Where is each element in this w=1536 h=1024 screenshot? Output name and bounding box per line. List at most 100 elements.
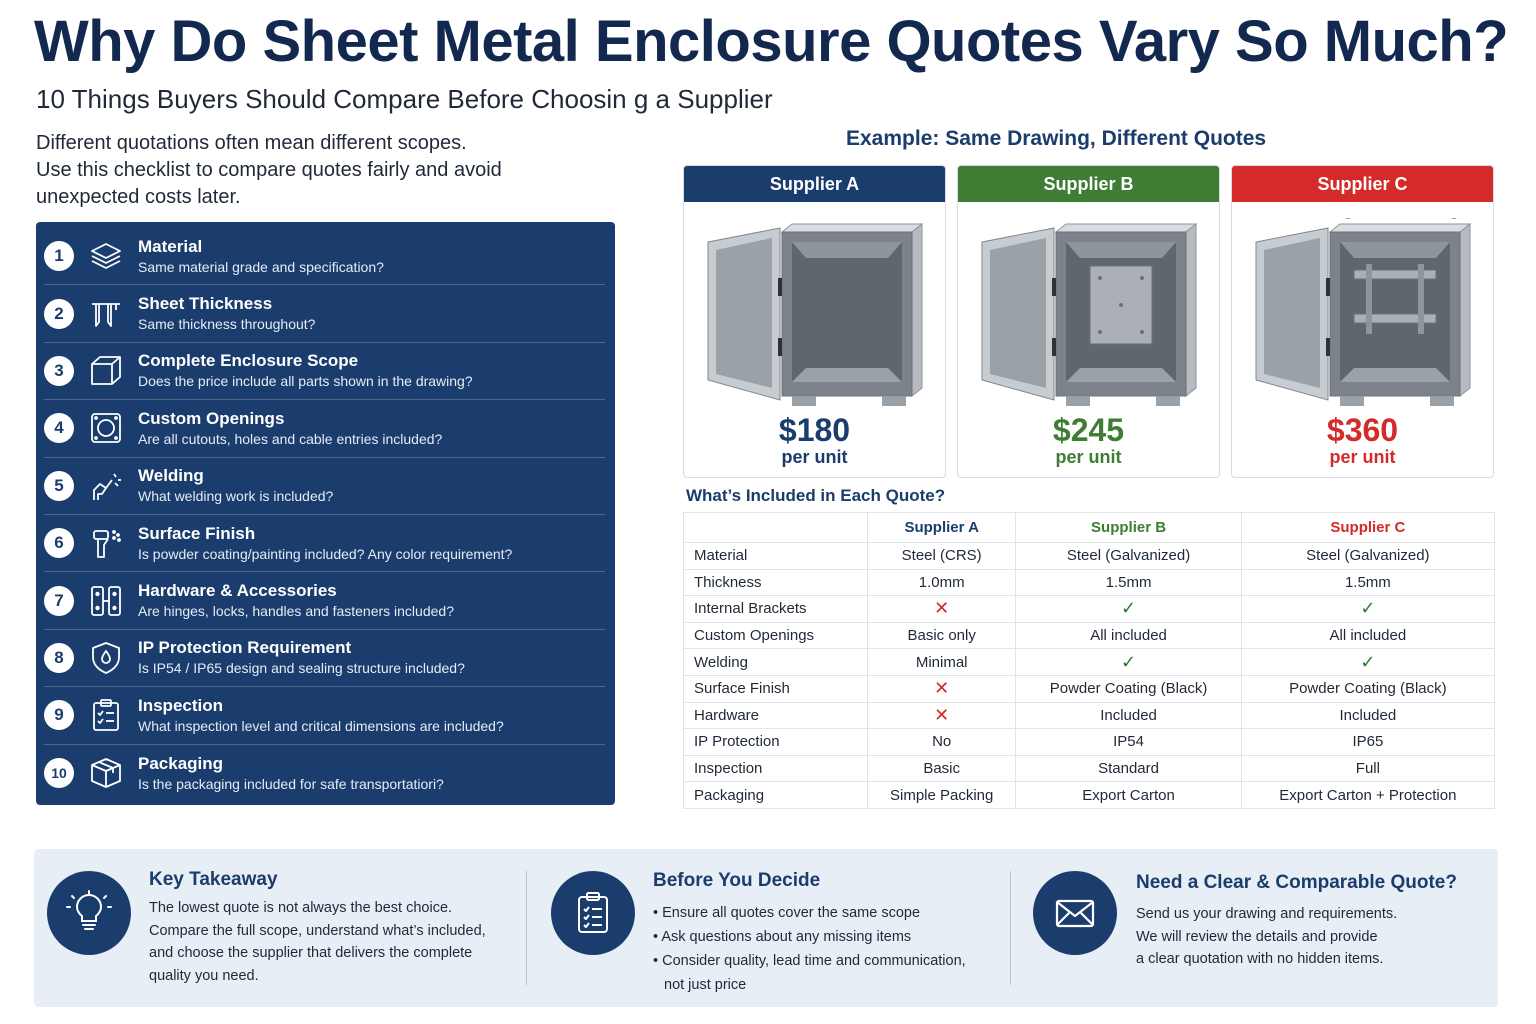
list-item: Ensure all quotes cover the same scope (653, 901, 1013, 925)
table-cell: All included (1015, 621, 1242, 650)
row-label: Welding (683, 648, 868, 676)
table-cell: Basic only (866, 621, 1017, 650)
item-number: 1 (44, 241, 74, 272)
clipboard-icon (551, 871, 635, 955)
item-title: Surface Finish (138, 523, 256, 543)
lightbulb-icon (47, 871, 131, 955)
comparison-table: Supplier A Supplier B Supplier C Materia… (683, 512, 1496, 809)
table-cell: 1.5mm (1240, 568, 1496, 597)
item-desc: Same thickness throughout? (138, 316, 316, 333)
checklist-item-material: 1 Material Same material grade and speci… (44, 228, 605, 286)
contact-line: We will review the details and provide (1136, 928, 1378, 945)
row-label: Hardware (683, 701, 868, 730)
contact-text: Send us your drawing and requirements. W… (1136, 903, 1476, 971)
caliper-icon (86, 294, 126, 334)
row-label: Surface Finish (683, 674, 868, 703)
envelope-icon (1033, 871, 1117, 955)
table-cell: Steel (Galvanized) (1240, 542, 1496, 570)
page-subtitle: 10 Things Buyers Should Compare Before C… (36, 84, 773, 114)
table-header-supplier-c: Supplier C (1240, 512, 1496, 543)
decide-title: Before You Decide (653, 870, 821, 891)
item-title: Inspection (138, 695, 224, 715)
welding-torch-icon (86, 466, 126, 506)
item-desc: Is powder coating/painting included? Any… (138, 545, 513, 562)
table-row: Thickness 1.0mm 1.5mm 1.5mm (683, 568, 1496, 597)
table-cell: IP54 (1015, 728, 1242, 756)
intro-text: Different quotations often mean differen… (36, 130, 596, 211)
supplier-c-per-unit: per unit (1329, 447, 1396, 467)
row-label: Material (683, 542, 868, 570)
table-row: Inspection Basic Standard Full (683, 754, 1496, 783)
takeaway-line: and choose the supplier that delivers th… (149, 945, 473, 961)
cross-mark: ✕ (934, 678, 950, 699)
table-header-supplier-a: Supplier A (866, 512, 1017, 543)
item-number: 10 (44, 758, 74, 789)
contact-line: Send us your drawing and requirements. (1136, 906, 1398, 922)
item-desc: Are hinges, locks, handles and fasteners… (138, 603, 454, 620)
decide-item-text: Consider quality, lead time and communic… (662, 953, 966, 969)
table-header-supplier-b: Supplier B (1015, 512, 1242, 543)
list-item: Consider quality, lead time and communic… (653, 949, 1013, 997)
row-label: Thickness (683, 568, 868, 597)
supplier-c-price: $360 (1326, 412, 1399, 448)
box-icon (86, 753, 126, 793)
item-number: 4 (44, 413, 74, 444)
supplier-a-price: $180 (778, 412, 851, 448)
decide-list: Ensure all quotes cover the same scope A… (653, 901, 1013, 997)
check-icon: ✓ (1015, 595, 1242, 623)
item-title: Sheet Thickness (138, 294, 273, 314)
takeaway-line: quality you need. (149, 967, 259, 984)
intro-line: Different quotations often mean differen… (36, 132, 467, 154)
spray-gun-icon (86, 523, 126, 563)
item-desc: Are all cutouts, holes and cable entries… (138, 430, 443, 447)
takeaway-text: The lowest quote is not always the best … (149, 897, 519, 987)
intro-line: unexpected costs later. (36, 186, 241, 208)
table-cell: Basic (866, 754, 1017, 783)
list-item: Ask questions about any missing items (653, 925, 1013, 949)
table-cell: Included (1015, 701, 1242, 730)
contact-line: a clear quotation with no hidden items. (1136, 951, 1384, 967)
table-cell: Standard (1015, 754, 1242, 783)
decide-item-text: Ensure all quotes cover the same scope (662, 905, 921, 921)
check-mark: ✓ (1360, 598, 1376, 619)
table-cell: All included (1240, 621, 1496, 650)
table-row: Custom Openings Basic only All included All… (683, 621, 1496, 650)
cross-mark: ✕ (934, 704, 950, 725)
checklist-item-welding: 5 Welding What welding work is included? (44, 458, 605, 515)
table-cell: Powder Coating (Black) (1015, 674, 1242, 703)
shield-drop-icon (86, 638, 126, 678)
item-desc: Is IP54 / IP65 design and sealing struct… (138, 660, 465, 677)
checklist-item-inspection: 9 Inspection What inspection level and c… (44, 687, 605, 745)
row-label: Internal Brackets (683, 595, 868, 623)
item-title: Packaging (138, 753, 224, 773)
row-label: Packaging (683, 781, 868, 809)
item-number: 8 (44, 642, 74, 673)
table-cell: Steel (CRS) (866, 542, 1017, 570)
item-title: Material (138, 236, 203, 256)
table-cell: IP65 (1240, 728, 1496, 756)
checklist-item-packaging: 10 Packaging Is the packaging included f… (44, 745, 605, 802)
table-cell: Included (1240, 701, 1496, 730)
divider (526, 871, 527, 985)
table-cell: 1.5mm (1015, 568, 1242, 597)
table-row: Internal Brackets ✕ ✓ ✓ (683, 595, 1496, 623)
table-header-blank (683, 512, 868, 543)
supplier-b-price: $245 (1052, 412, 1125, 448)
table-cell: 1.0mm (866, 568, 1017, 597)
item-title: Custom Openings (138, 408, 285, 428)
checklist-panel: 1 Material Same material grade and speci… (36, 222, 615, 805)
enclosure-c-image (1255, 218, 1472, 406)
check-icon: ✓ (1015, 648, 1242, 676)
check-mark: ✓ (1360, 651, 1376, 672)
supplier-c-card: Supplier C $360 per unit (1231, 165, 1494, 478)
check-icon: ✓ (1240, 648, 1496, 676)
table-cell: Export Carton (1015, 781, 1242, 809)
row-label: IP Protection (683, 728, 868, 756)
table-row: Welding Minimal ✓ ✓ (683, 648, 1496, 676)
checklist-item-ip-protection: 8 IP Protection Requirement Is IP54 / IP… (44, 630, 605, 688)
contact-title: Need a Clear & Comparable Quote? (1136, 872, 1457, 893)
item-title: Hardware & Accessories (138, 581, 337, 601)
enclosure-a-image (707, 222, 924, 406)
divider (1010, 871, 1011, 985)
check-mark: ✓ (1121, 598, 1137, 619)
